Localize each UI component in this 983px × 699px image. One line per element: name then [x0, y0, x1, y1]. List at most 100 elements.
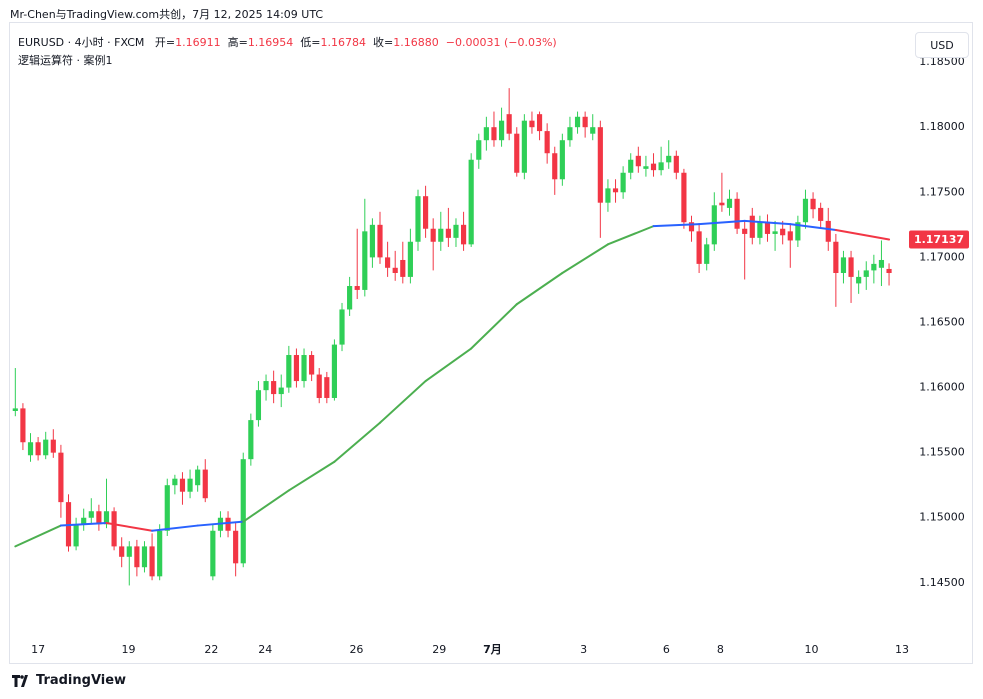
candle-body	[719, 202, 725, 206]
candle-body	[347, 286, 353, 310]
candle-body	[210, 530, 216, 577]
candle-body	[840, 257, 847, 273]
y-tick-label: 1.17000	[919, 250, 965, 263]
candle-body	[650, 163, 657, 171]
candle-body	[354, 286, 360, 290]
legend-indicator: 逻辑运算符 · 案例1	[18, 54, 113, 67]
candle-body	[81, 517, 87, 525]
candle-body	[476, 140, 482, 160]
candle-body	[658, 162, 664, 171]
candle-body	[111, 511, 117, 547]
candle-body	[552, 153, 558, 180]
candle-body	[400, 259, 406, 277]
brand-logo	[12, 674, 28, 687]
candle-body	[825, 220, 831, 242]
x-tick-label: 10	[805, 643, 819, 656]
candle-body	[833, 241, 839, 273]
candle-body	[498, 120, 505, 141]
x-tick-label: 24	[258, 643, 272, 656]
candle-body	[415, 196, 421, 242]
ma-line-segment	[561, 243, 609, 274]
legend-ohlc: EURUSD · 4小时 · FXCM 开=1.16911 高=1.16954 …	[18, 34, 557, 50]
ma-line-segment	[242, 489, 290, 523]
ma-line-segment	[196, 520, 245, 527]
candle-body	[810, 198, 816, 210]
x-tick-label: 3	[580, 643, 587, 656]
candle-body	[468, 159, 474, 245]
candle-body	[536, 114, 543, 132]
candle-body	[423, 196, 429, 229]
ma-line-segment	[424, 347, 473, 383]
candle-body	[688, 222, 695, 232]
candle-body	[491, 127, 497, 141]
candle-body	[248, 420, 254, 460]
candle-body	[195, 469, 201, 486]
candle-body	[27, 442, 34, 456]
ma-line-segment	[105, 521, 154, 532]
candle-body	[339, 309, 345, 345]
candle-body	[126, 546, 132, 557]
footer: TradingView	[12, 673, 126, 688]
candle-body	[331, 344, 338, 398]
candle-body	[628, 159, 634, 173]
candle-body	[673, 155, 679, 173]
ma-line-segment	[470, 303, 518, 350]
candle-body	[240, 459, 246, 564]
candle-body	[225, 517, 231, 531]
currency-button[interactable]: USD	[915, 32, 969, 58]
y-tick-label: 1.15500	[919, 446, 965, 459]
candle-body	[506, 114, 512, 134]
legend-low-label: 低=	[300, 36, 321, 49]
candle-body	[187, 478, 193, 492]
ma-line-segment	[515, 271, 564, 306]
chart-frame	[9, 22, 973, 664]
candle-body	[795, 222, 801, 241]
candle-body	[324, 377, 330, 398]
candle-body	[612, 188, 619, 193]
candle-body	[863, 270, 869, 277]
candle-body	[802, 198, 809, 223]
candle-body	[856, 276, 862, 284]
x-tick-label: 29	[432, 643, 446, 656]
y-tick-label: 1.16000	[919, 381, 965, 394]
candle-body	[871, 263, 877, 271]
candle-body	[635, 155, 641, 167]
candle-body	[749, 215, 755, 238]
candle-body	[50, 439, 56, 453]
candle-body	[43, 439, 49, 456]
candle-body	[666, 155, 672, 163]
candle-body	[12, 408, 18, 411]
candle-body	[58, 452, 64, 503]
candle-body	[88, 511, 94, 518]
candle-body	[119, 546, 125, 557]
candle-body	[316, 374, 322, 398]
candle-body	[787, 231, 793, 241]
legend-high-label: 高=	[227, 36, 248, 49]
header-title: Mr-Chen与TradingView.com共创，7月 12, 2025 14…	[10, 8, 324, 21]
candle-body	[20, 408, 26, 443]
x-tick-label: 17	[31, 643, 45, 656]
candle-body	[483, 127, 489, 141]
ma-line-segment	[834, 229, 891, 241]
candle-body	[362, 231, 368, 290]
brand-name: TradingView	[36, 673, 127, 688]
legend-close: 1.16880	[393, 36, 439, 49]
y-tick-label: 1.14500	[919, 576, 965, 589]
x-tick-label: 26	[349, 643, 363, 656]
candle-body	[271, 381, 277, 395]
candle-body	[278, 387, 284, 395]
x-tick-label: 13	[895, 643, 909, 656]
candle-body	[590, 127, 596, 134]
candle-body	[886, 268, 892, 273]
candle-body	[529, 120, 535, 128]
candle-body	[734, 198, 740, 229]
legend-high: 1.16954	[247, 36, 294, 49]
y-tick-label: 1.18500	[919, 55, 965, 68]
x-tick-label: 19	[122, 643, 136, 656]
candle-body	[742, 228, 748, 234]
ma-line-segment	[151, 524, 199, 532]
candle-body	[392, 267, 398, 273]
candle-body	[818, 207, 824, 221]
